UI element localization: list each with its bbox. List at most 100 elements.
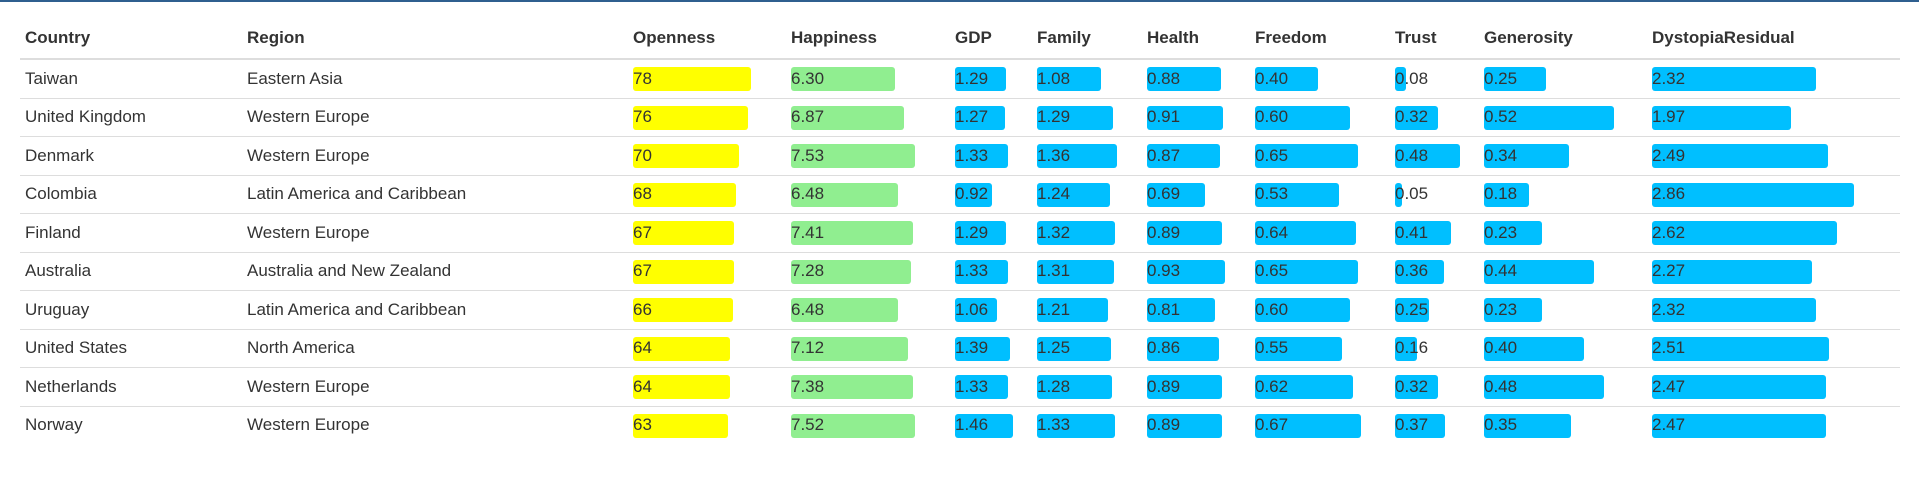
cell-trust: 0.32 [1390,97,1479,137]
value-generosity: 0.18 [1484,184,1518,204]
bar-openness [633,182,736,207]
bar-generosity [1484,375,1604,399]
value-trust: 0.32 [1395,376,1429,396]
cell-family: 1.08 [1032,59,1142,98]
value-openness: 63 [633,415,652,435]
bar-generosity [1484,105,1614,130]
table-row: Australia Australia and New Zealand 67 7.28… [20,251,1900,291]
bar-generosity [1484,413,1571,438]
value-openness: 70 [633,145,652,165]
bar-openness [633,259,734,284]
cell-openness: 70 [628,136,786,175]
value-gdp: 1.27 [955,107,989,127]
cell-gdp: 1.27 [950,97,1032,137]
cell-dystopia: 2.32 [1647,290,1900,329]
cell-dystopia: 2.47 [1647,367,1900,406]
cell-gdp: 1.46 [950,405,1032,444]
value-dystopia: 1.97 [1652,107,1686,127]
value-dystopia: 2.51 [1652,338,1686,358]
cell-freedom: 0.40 [1250,59,1390,98]
cell-family: 1.31 [1032,251,1142,291]
value-dystopia: 2.27 [1652,261,1686,281]
column-header-family[interactable]: Family [1032,18,1142,60]
bar-trust [1395,336,1417,361]
value-generosity: 0.25 [1484,68,1518,88]
column-header-dystopia[interactable]: DystopiaResidual [1647,18,1900,60]
cell-happiness: 7.52 [786,405,950,444]
column-header-generosity[interactable]: Generosity [1479,18,1647,60]
column-header-happiness[interactable]: Happiness [786,18,950,60]
cell-trust: 0.37 [1390,405,1479,444]
cell-country: United Kingdom [20,97,242,137]
value-freedom: 0.64 [1255,222,1289,242]
cell-country: Netherlands [20,367,242,406]
bar-gdp [955,144,1008,168]
cell-trust: 0.16 [1390,328,1479,368]
cell-openness: 67 [628,213,786,252]
value-gdp: 1.46 [955,415,989,435]
cell-family: 1.28 [1032,367,1142,406]
bar-health [1147,144,1220,168]
table-row: Netherlands Western Europe 64 7.38 1.33 1.28 0… [20,367,1900,406]
bar-dystopia [1652,221,1837,245]
value-generosity: 0.35 [1484,415,1518,435]
column-header-openness[interactable]: Openness [628,18,786,60]
cell-generosity: 0.18 [1479,174,1647,214]
cell-region: Western Europe [242,405,628,444]
bar-trust [1395,182,1402,207]
cell-dystopia: 1.97 [1647,97,1900,137]
cell-happiness: 6.87 [786,97,950,137]
bar-generosity [1484,67,1546,91]
column-header-gdp[interactable]: GDP [950,18,1032,60]
bar-happiness [791,336,908,361]
column-header-trust[interactable]: Trust [1390,18,1479,60]
value-health: 0.89 [1147,222,1181,242]
bar-trust [1395,375,1438,399]
value-health: 0.87 [1147,145,1181,165]
column-header-country[interactable]: Country [20,18,242,60]
cell-dystopia: 2.47 [1647,405,1900,444]
cell-freedom: 0.65 [1250,136,1390,175]
bar-happiness [791,144,915,168]
data-table-container: Country Region Openness Happiness GDP Family H… [20,18,1900,444]
bar-freedom [1255,105,1350,130]
value-family: 1.21 [1037,299,1071,319]
cell-generosity: 0.52 [1479,97,1647,137]
cell-family: 1.25 [1032,328,1142,368]
bar-freedom [1255,336,1342,361]
value-openness: 67 [633,261,652,281]
value-gdp: 1.33 [955,145,989,165]
cell-openness: 67 [628,251,786,291]
bar-gdp [955,298,997,322]
cell-health: 0.89 [1142,405,1250,444]
bar-family [1037,298,1108,322]
value-health: 0.86 [1147,338,1181,358]
column-header-health[interactable]: Health [1142,18,1250,60]
value-trust: 0.05 [1395,184,1429,204]
value-family: 1.28 [1037,376,1071,396]
cell-freedom: 0.64 [1250,213,1390,252]
value-family: 1.24 [1037,184,1071,204]
value-freedom: 0.60 [1255,299,1289,319]
bar-openness [633,67,751,91]
value-gdp: 0.92 [955,184,989,204]
column-header-freedom[interactable]: Freedom [1250,18,1390,60]
value-happiness: 6.87 [791,107,825,127]
value-health: 0.69 [1147,184,1181,204]
cell-freedom: 0.65 [1250,251,1390,291]
value-trust: 0.25 [1395,299,1429,319]
value-generosity: 0.23 [1484,222,1518,242]
bar-dystopia [1652,336,1829,361]
value-gdp: 1.39 [955,338,989,358]
cell-health: 0.88 [1142,59,1250,98]
bar-gdp [955,221,1006,245]
bar-trust [1395,105,1438,130]
cell-family: 1.36 [1032,136,1142,175]
bar-trust [1395,67,1406,91]
bar-gdp [955,413,1013,438]
cell-country: Uruguay [20,290,242,329]
cell-generosity: 0.34 [1479,136,1647,175]
value-generosity: 0.23 [1484,299,1518,319]
column-header-region[interactable]: Region [242,18,628,60]
bar-happiness [791,298,898,322]
